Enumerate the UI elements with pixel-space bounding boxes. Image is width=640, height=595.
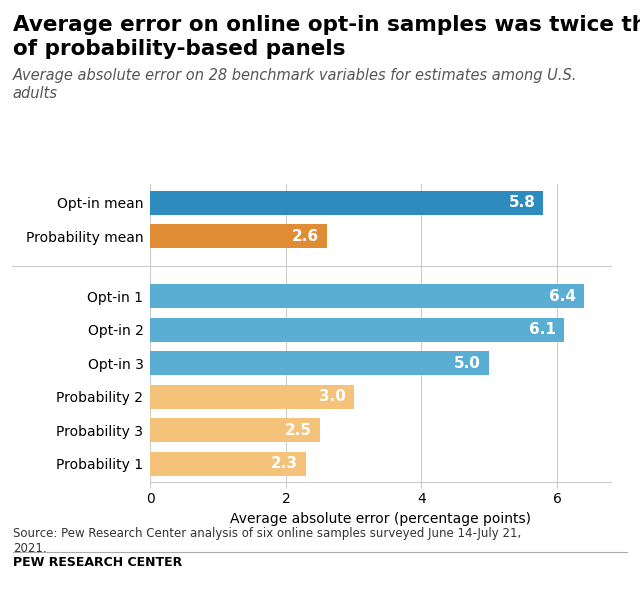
X-axis label: Average absolute error (percentage points): Average absolute error (percentage point… bbox=[230, 512, 531, 526]
Text: 5.0: 5.0 bbox=[454, 356, 481, 371]
Bar bbox=[150, 318, 564, 342]
Bar bbox=[150, 284, 584, 308]
Bar bbox=[150, 191, 543, 215]
Text: Average error on online opt-in samples was twice that: Average error on online opt-in samples w… bbox=[13, 15, 640, 35]
Bar bbox=[150, 452, 307, 475]
Bar bbox=[150, 351, 489, 375]
Text: PEW RESEARCH CENTER: PEW RESEARCH CENTER bbox=[13, 556, 182, 569]
Text: 6.4: 6.4 bbox=[549, 289, 576, 304]
Text: 3.0: 3.0 bbox=[319, 389, 346, 404]
Bar bbox=[150, 224, 326, 248]
Text: 6.1: 6.1 bbox=[529, 322, 556, 337]
Bar bbox=[150, 418, 320, 442]
Text: 2.3: 2.3 bbox=[271, 456, 298, 471]
Text: 5.8: 5.8 bbox=[508, 195, 535, 211]
Text: 2.5: 2.5 bbox=[285, 422, 312, 438]
Text: of probability-based panels: of probability-based panels bbox=[13, 39, 346, 59]
Text: 2.6: 2.6 bbox=[291, 228, 319, 244]
Text: Source: Pew Research Center analysis of six online samples surveyed June 14-July: Source: Pew Research Center analysis of … bbox=[13, 527, 521, 555]
Text: Average absolute error on 28 benchmark variables for estimates among U.S.
adults: Average absolute error on 28 benchmark v… bbox=[13, 68, 577, 101]
Bar bbox=[150, 385, 354, 409]
